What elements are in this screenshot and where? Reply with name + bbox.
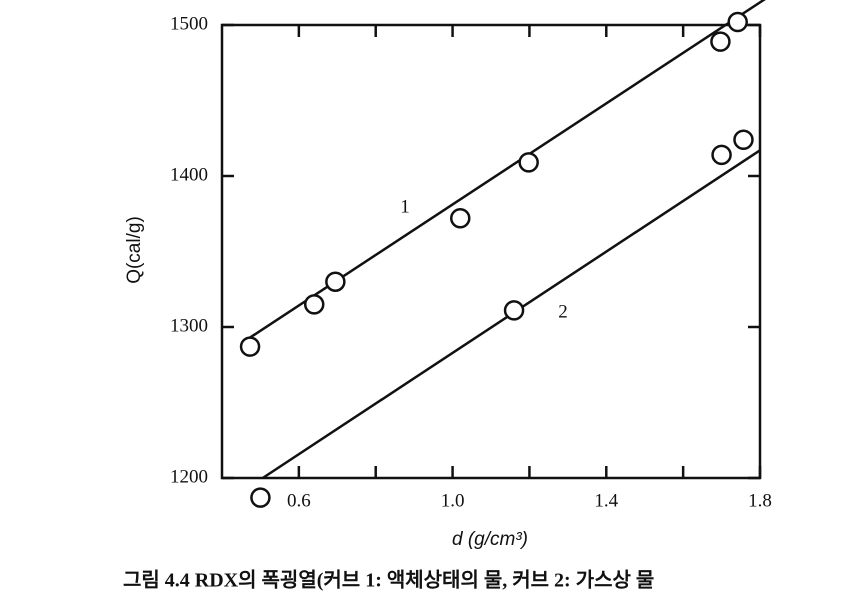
data-point (711, 144, 732, 166)
y-tick-label: 1300 (170, 315, 208, 336)
x-tick-label: 1.4 (594, 490, 618, 511)
data-point (518, 152, 539, 173)
data-point (303, 294, 325, 315)
data-point (239, 336, 261, 357)
curve-label: 2 (558, 301, 568, 322)
data-point (727, 11, 748, 33)
y-axis-title: Q(cal/g) (124, 216, 145, 284)
data-point (503, 300, 525, 321)
data-point (325, 271, 346, 292)
data-point (450, 208, 471, 229)
y-tick-label: 1200 (170, 466, 208, 487)
x-tick-label: 1.0 (441, 490, 465, 511)
data-point (710, 31, 731, 52)
x-tick-label: 1.8 (748, 490, 772, 511)
data-point (733, 129, 754, 151)
y-tick-label: 1500 (170, 13, 208, 34)
y-tick-label: 1400 (170, 164, 208, 185)
plot-frame (220, 23, 762, 480)
data-point (250, 487, 271, 508)
caption: 그림 4.4 RDX의 폭굉열(커브 1: 액체상태의 물, 커브 2: 가스상… (123, 569, 654, 592)
fit-line (242, 0, 766, 344)
x-axis-title: d (g/cm³) (452, 529, 528, 550)
x-tick-label: 0.6 (287, 490, 311, 511)
curve-label: 1 (400, 196, 410, 217)
